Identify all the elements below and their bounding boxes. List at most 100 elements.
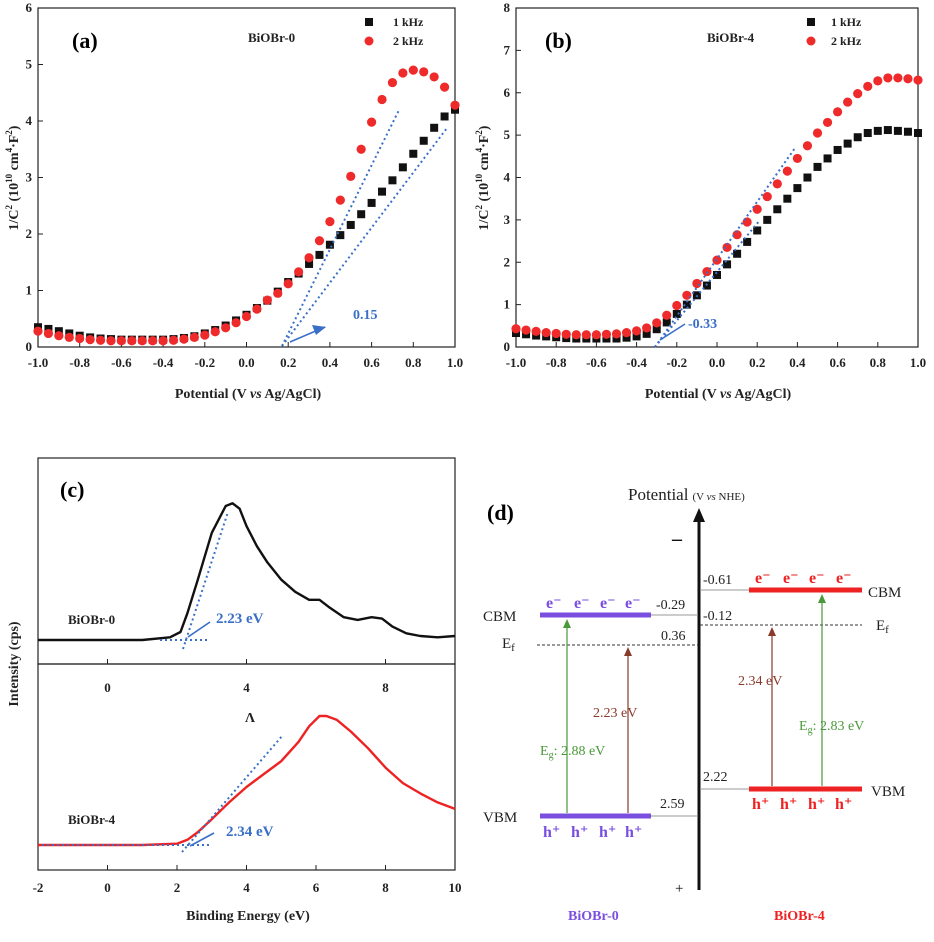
x-tick-label: 0.2 (280, 355, 296, 370)
data-point (106, 336, 116, 346)
y-tick-label: 1 (26, 283, 33, 298)
data-point (429, 72, 439, 82)
data-point (200, 330, 210, 340)
x-tick-label: 8 (382, 680, 389, 695)
ef-gap-label-right: 2.34 eV (738, 674, 782, 689)
data-point (378, 187, 387, 196)
data-point (336, 231, 345, 240)
data-point (388, 176, 397, 185)
fermi-label-left: Ef (502, 636, 515, 654)
ticks-a: -1.0 -0.8 -0.6 -0.4 -0.2 0.0 0.2 0.4 0.6 0.8 1.0 0 1… (26, 0, 464, 370)
data-point (541, 327, 551, 338)
x-tick-label: 0.2 (749, 355, 765, 370)
data-point (511, 324, 521, 334)
data-point (54, 331, 64, 341)
sample-name-c-bottom: BiOBr-4 (68, 812, 116, 827)
data-point (367, 117, 377, 127)
electrons-left: e⁻ e⁻ e⁻ e⁻ (546, 595, 641, 612)
x-tick-label: 0.8 (405, 355, 422, 370)
data-point (802, 141, 813, 151)
y-tick-label: 0 (26, 339, 33, 354)
data-point (682, 300, 691, 309)
data-point (357, 210, 366, 219)
data-point (863, 129, 872, 138)
x-tick-label: 4 (243, 880, 250, 895)
data-point (893, 126, 902, 135)
legend-label-2khz-b: 2 kHz (831, 34, 862, 48)
electron-right-2: e⁻ (783, 570, 799, 587)
data-point (531, 326, 541, 336)
y-tick-label: 6 (504, 85, 511, 100)
data-point (314, 236, 325, 246)
electron-left-1: e⁻ (546, 595, 562, 612)
data-point (571, 330, 581, 340)
data-point (883, 126, 892, 135)
ticks-b: -1.0 -0.8 -0.6 -0.4 -0.2 0.0 0.2 0.4 0.6 0.8 1.0 0 1… (504, 0, 927, 370)
data-point (367, 198, 376, 207)
legend-b: 1 kHz 2 kHz (806, 15, 862, 48)
data-point (346, 220, 355, 229)
xps-curve-biobr-0 (38, 502, 456, 642)
x-tick-label: 1.0 (447, 355, 463, 370)
hole-right-4: h⁺ (835, 796, 852, 813)
data-point (325, 216, 335, 227)
x-axis-label-a: Potential (V vs Ag/AgCl) (175, 387, 322, 402)
data-point (652, 318, 662, 328)
data-point (346, 171, 356, 181)
data-point (833, 145, 842, 154)
data-point (803, 173, 812, 182)
ef-arrowhead-right (768, 627, 776, 636)
sample-name-b: BiOBr-4 (707, 30, 755, 45)
data-point (440, 112, 449, 121)
sample-name-c-top: BiOBr-0 (68, 612, 115, 627)
panel-label-c: (c) (60, 477, 84, 502)
x-tick-label: -0.6 (111, 355, 132, 370)
data-point (189, 332, 199, 342)
x-tick-label: 0.0 (709, 355, 725, 370)
data-point (723, 260, 732, 269)
data-point (743, 237, 752, 246)
edge-tangent-c-bottom (181, 734, 284, 853)
data-point (662, 318, 671, 327)
legend-marker-2khz (364, 36, 374, 46)
data-point (116, 336, 126, 346)
data-point (913, 75, 923, 85)
y-tick-label: 8 (504, 0, 511, 15)
x-tick-label: -0.4 (626, 355, 647, 370)
data-point (356, 144, 366, 154)
data-point (521, 325, 531, 335)
x-tick-label: -2 (33, 880, 44, 895)
series-b (511, 73, 923, 343)
data-point (241, 311, 252, 322)
legend-marker-1khz-b (807, 18, 815, 26)
sample-name-left: BiOBr-0 (568, 909, 619, 924)
data-point (137, 336, 147, 346)
y-tick-label: 3 (26, 170, 33, 185)
y-tick-label: 4 (504, 170, 511, 185)
electron-left-4: e⁻ (625, 595, 641, 612)
data-point (315, 250, 324, 259)
data-point (682, 290, 692, 300)
data-point (672, 309, 681, 318)
xps-curve-biobr-4 (38, 714, 456, 847)
x-axis-label-c: Binding Energy (eV) (186, 909, 310, 924)
gap-label-right: Eg: 2.83 eV (799, 719, 864, 736)
potential-axis-arrowhead (693, 508, 705, 522)
x-tick-label: -0.6 (586, 355, 607, 370)
axis-minus-sign: – (671, 528, 683, 550)
data-point (793, 184, 802, 193)
data-point (408, 65, 418, 75)
data-point (148, 336, 158, 346)
data-point (753, 226, 762, 235)
sample-name-right: BiOBr-4 (774, 909, 825, 924)
data-point (305, 259, 314, 268)
x-tick-label: 0 (104, 880, 111, 895)
edge-label-c-top: 2.23 eV (216, 611, 264, 627)
panel-label-b: (b) (545, 28, 572, 53)
y-tick-label: 5 (26, 57, 33, 72)
series-1-khz (34, 105, 459, 344)
panel-d: (d) Potential (V vs NHE) – + e⁻ e⁻ e⁻ e⁻ … (483, 485, 905, 924)
data-point (782, 166, 792, 176)
data-point (914, 129, 922, 138)
vbm-label-left: VBM (483, 810, 517, 826)
